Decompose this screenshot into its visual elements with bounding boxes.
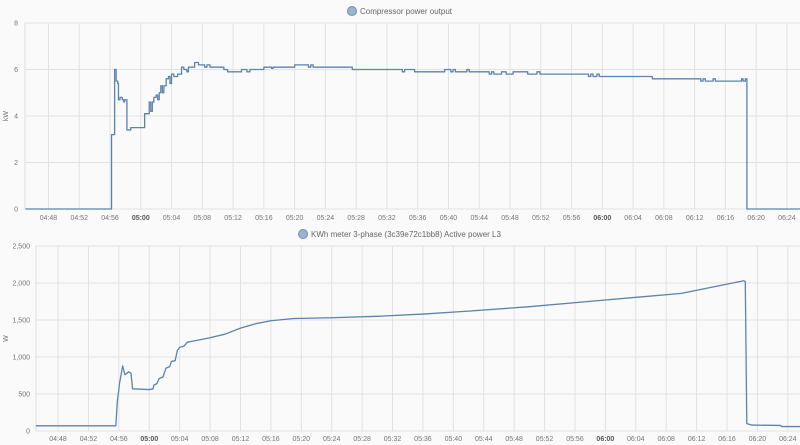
x-tick-label: 05:08 (194, 215, 212, 222)
x-tick-label: 05:48 (501, 215, 519, 222)
x-tick-label: 05:52 (536, 436, 554, 443)
x-tick-label: 05:56 (566, 436, 584, 443)
x-tick-label: 05:20 (293, 436, 311, 443)
x-tick-label: 05:28 (353, 436, 371, 443)
x-tick-label: 05:00 (132, 215, 150, 222)
chart-panel-2: 0 500 1,000 1,500 2,000 2,500 04:48 04:52 04:56 0… (3, 229, 800, 443)
x-tick-label: 05:36 (409, 215, 427, 222)
x-tick-label: 06:16 (717, 215, 735, 222)
x-tick-label: 05:24 (317, 215, 335, 222)
x-tick-label: 04:52 (70, 215, 88, 222)
legend-marker-icon (346, 6, 357, 16)
x-tick-label: 06:04 (624, 215, 642, 222)
chart-panel-1: 0 2 4 6 8 04:48 04:52 04:56 05:00 05:04 05:08 05:12… (3, 6, 800, 222)
x-tick-label: 06:20 (747, 215, 765, 222)
y-axis-label: W (3, 335, 10, 342)
x-tick-label: 06:20 (749, 436, 767, 443)
x-tick-label: 05:32 (384, 436, 402, 443)
y-tick-label: 0 (14, 207, 18, 214)
x-tick-label: 05:00 (140, 436, 158, 443)
x-tick-label: 06:00 (596, 436, 614, 443)
x-tick-label: 06:24 (779, 436, 797, 443)
x-tick-label: 05:12 (232, 436, 250, 443)
y-tick-label: 2 (14, 160, 18, 167)
x-tick-label: 04:48 (49, 436, 67, 443)
x-tick-label: 05:40 (440, 215, 458, 222)
y-tick-label: 1,000 (12, 355, 30, 362)
x-tick-label: 05:40 (445, 436, 463, 443)
x-tick-label: 06:08 (655, 215, 673, 222)
x-tick-label: 05:20 (286, 215, 304, 222)
x-tick-label: 04:48 (40, 215, 58, 222)
x-tick-label: 04:56 (110, 436, 128, 443)
x-tick-label: 06:04 (627, 436, 645, 443)
x-tick-label: 05:04 (171, 436, 189, 443)
x-tick-label: 05:28 (347, 215, 365, 222)
y-tick-label: 500 (18, 392, 30, 399)
y-axis-label: kW (3, 111, 10, 122)
x-tick-label: 04:52 (80, 436, 98, 443)
x-tick-label: 06:12 (686, 215, 704, 222)
x-tick-label: 05:52 (532, 215, 550, 222)
y-tick-label: 1,500 (12, 318, 30, 325)
x-tick-label: 06:12 (688, 436, 706, 443)
legend-marker-icon (298, 229, 309, 239)
x-tick-label: 05:56 (563, 215, 581, 222)
x-tick-label: 05:08 (201, 436, 219, 443)
x-tick-label: 05:24 (323, 436, 341, 443)
y-tick-label: 6 (14, 67, 18, 74)
x-tick-label: 05:04 (163, 215, 181, 222)
legend-label: Compressor power output (360, 7, 453, 16)
x-tick-label: 06:16 (718, 436, 736, 443)
x-tick-label: 05:48 (505, 436, 523, 443)
legend-label: KWh meter 3-phase (3c39e72c1bb8) Active … (311, 230, 501, 239)
x-tick-label: 04:56 (101, 215, 119, 222)
x-tick-label: 06:00 (593, 215, 611, 222)
x-tick-label: 05:44 (475, 436, 493, 443)
x-tick-label: 05:16 (262, 436, 280, 443)
x-tick-label: 05:36 (414, 436, 432, 443)
x-tick-label: 05:32 (378, 215, 396, 222)
y-tick-label: 8 (14, 21, 18, 28)
y-tick-label: 4 (14, 114, 18, 121)
x-tick-label: 05:44 (470, 215, 488, 222)
x-tick-label: 06:08 (657, 436, 675, 443)
legend: Compressor power output (346, 6, 453, 16)
x-tick-label: 06:24 (778, 215, 796, 222)
y-tick-label: 2,500 (12, 244, 30, 251)
x-tick-label: 05:16 (255, 215, 273, 222)
y-tick-label: 0 (26, 429, 30, 436)
legend: KWh meter 3-phase (3c39e72c1bb8) Active … (298, 229, 501, 239)
x-tick-label: 05:12 (224, 215, 242, 222)
series-line-1 (36, 280, 800, 428)
y-tick-label: 2,000 (12, 281, 30, 288)
series-line-1 (25, 61, 800, 210)
